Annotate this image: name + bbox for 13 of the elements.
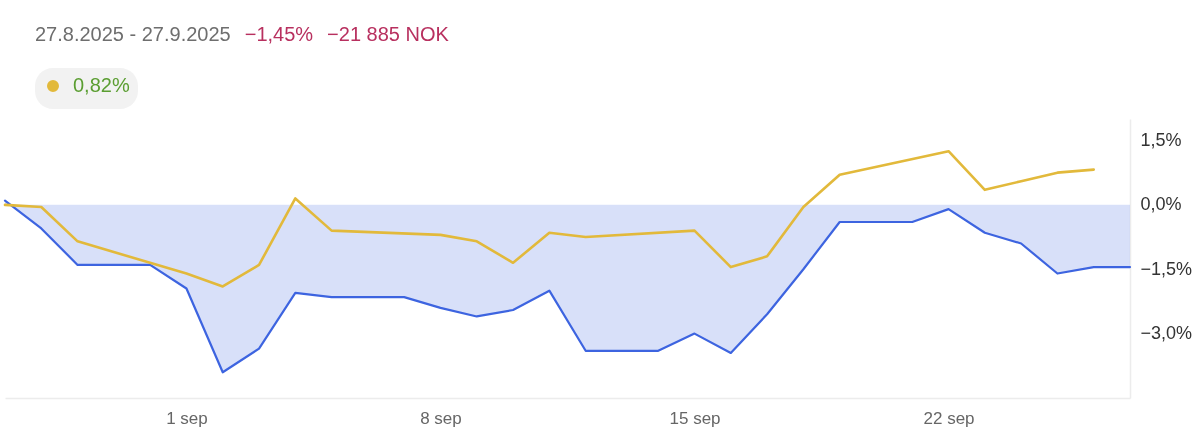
y-tick-label: −1,5% xyxy=(1140,258,1193,279)
legend-label: 0,82% xyxy=(73,74,130,96)
x-tick-label: 1 sep xyxy=(166,408,208,428)
x-tick-label: 8 sep xyxy=(420,408,462,428)
line-series xyxy=(3,149,1096,288)
text: −1,45% xyxy=(244,23,314,45)
x-tick-label: 22 sep xyxy=(923,408,975,428)
y-tick-label: −3,0% xyxy=(1140,323,1193,344)
text: −21 885 NOK xyxy=(327,23,450,45)
y-tick-label: 0,0% xyxy=(1140,194,1182,215)
chart-title: 27.8.2025 - 27.9.2025 xyxy=(35,23,231,45)
y-tick-label: 1,5% xyxy=(1140,129,1182,150)
x-tick-label: 15 sep xyxy=(669,408,721,428)
